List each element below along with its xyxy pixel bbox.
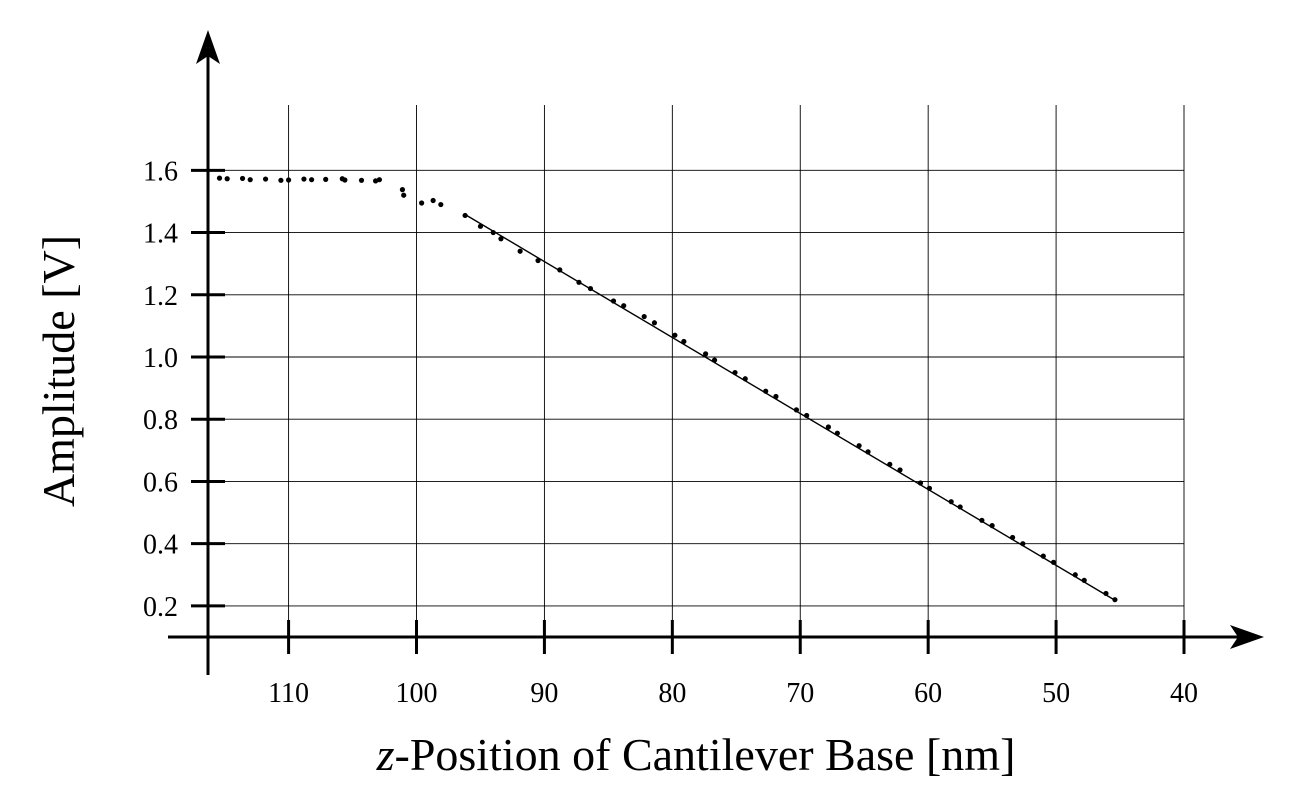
data-point [224,176,230,182]
data-point [621,303,627,309]
x-tick-label: 70 [786,678,814,709]
y-axis-arrowhead [196,30,220,64]
data-point [376,177,383,183]
data-point [681,338,687,345]
data-point [262,176,269,182]
data-point [651,320,658,326]
data-point [498,236,504,242]
tick-labels: 110 100 90 80 70 60 50 40 0.2 0.4 0.6 0.8 1.0 1.2 1.4 1… [143,156,1198,709]
x-axis-arrowhead [1230,625,1264,649]
x-tick-label: 80 [658,678,686,709]
data-point [247,177,253,183]
fit-line [464,213,1116,601]
series-layer [216,175,1118,603]
y-tick-label: 0.8 [143,405,178,436]
y-tick-label: 1.4 [143,219,178,250]
data-point [399,187,406,193]
data-point [401,192,407,198]
y-tick-label: 1.2 [143,281,178,312]
data-point [278,177,284,183]
data-point [438,201,444,208]
data-point [285,177,292,183]
data-point [702,351,709,357]
y-tick-label: 0.4 [143,530,178,561]
data-point [309,177,315,183]
data-point [462,212,468,219]
x-tick-label: 110 [268,678,309,709]
data-point [216,175,223,181]
data-point [672,332,678,338]
x-tick-label: 40 [1170,678,1198,709]
data-point [239,175,246,182]
x-axis-title-variable: z [376,729,395,780]
y-tick-label: 1.0 [143,343,178,374]
y-tick-label: 0.2 [143,592,178,623]
ticks [191,168,1186,654]
x-tick-label: 60 [914,678,942,709]
gridlines [208,105,1185,637]
x-tick-label: 90 [530,678,558,709]
data-point [342,177,348,183]
data-point [323,176,329,182]
x-axis-title-text: -Position of Cantilever Base [nm] [395,729,1016,780]
axes [168,30,1264,675]
data-point [825,424,831,430]
x-tick-label: 100 [396,678,438,709]
data-point [301,176,307,182]
data-point [358,177,365,183]
data-point [430,197,436,204]
y-axis-title: Amplitude [V] [33,235,84,507]
data-point [517,248,523,254]
y-tick-label: 1.6 [143,156,178,187]
y-tick-label: 0.6 [143,467,178,498]
x-tick-label: 50 [1042,678,1070,709]
data-point [641,313,647,320]
x-axis-title: z-Position of Cantilever Base [nm] [376,729,1016,780]
data-point [419,200,425,206]
